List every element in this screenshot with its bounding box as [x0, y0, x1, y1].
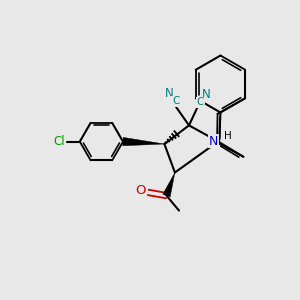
Text: O: O	[135, 184, 146, 197]
Text: Cl: Cl	[53, 135, 64, 148]
Text: H: H	[224, 131, 231, 141]
Text: C: C	[172, 97, 179, 106]
Text: C: C	[197, 97, 204, 107]
Text: N: N	[209, 135, 218, 148]
Text: N: N	[202, 88, 211, 101]
Text: N: N	[164, 87, 173, 100]
Polygon shape	[163, 172, 175, 197]
Polygon shape	[123, 137, 164, 146]
